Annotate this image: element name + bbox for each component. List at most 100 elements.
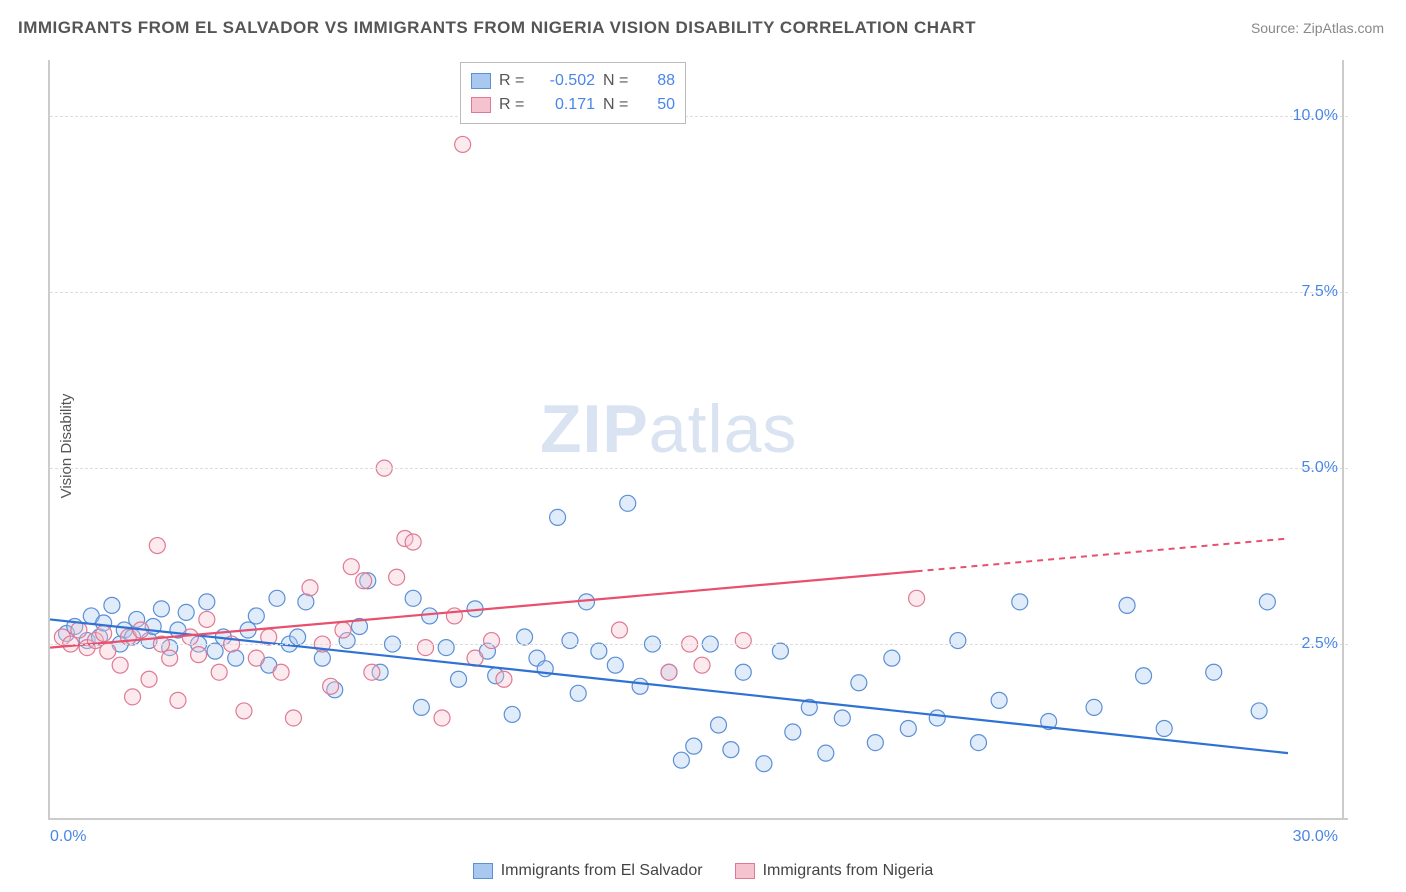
source-value: ZipAtlas.com bbox=[1303, 20, 1384, 36]
scatter-point bbox=[971, 735, 987, 751]
scatter-point bbox=[1259, 594, 1275, 610]
scatter-point bbox=[632, 678, 648, 694]
scatter-point bbox=[405, 534, 421, 550]
scatter-point bbox=[550, 509, 566, 525]
scatter-point bbox=[909, 590, 925, 606]
scatter-point bbox=[182, 629, 198, 645]
scatter-point bbox=[611, 622, 627, 638]
y-tick-label: 10.0% bbox=[1293, 107, 1338, 125]
scatter-point bbox=[950, 633, 966, 649]
scatter-point bbox=[100, 643, 116, 659]
scatter-point bbox=[446, 608, 462, 624]
r-label: R = bbox=[499, 72, 529, 90]
gridline bbox=[50, 292, 1348, 293]
legend-label: Immigrants from El Salvador bbox=[501, 862, 703, 880]
scatter-point bbox=[364, 664, 380, 680]
chart-title: IMMIGRANTS FROM EL SALVADOR VS IMMIGRANT… bbox=[18, 18, 976, 38]
scatter-point bbox=[1119, 597, 1135, 613]
scatter-point bbox=[607, 657, 623, 673]
correlation-stats-box: R =-0.502N =88R =0.171N =50 bbox=[460, 62, 686, 124]
scatter-point bbox=[735, 664, 751, 680]
scatter-point bbox=[673, 752, 689, 768]
right-axis bbox=[1342, 60, 1344, 820]
scatter-point bbox=[756, 756, 772, 772]
scatter-point bbox=[772, 643, 788, 659]
scatter-point bbox=[438, 640, 454, 656]
legend-label: Immigrants from Nigeria bbox=[763, 862, 934, 880]
scatter-point bbox=[248, 650, 264, 666]
scatter-point bbox=[455, 136, 471, 152]
scatter-point bbox=[723, 742, 739, 758]
scatter-point bbox=[405, 590, 421, 606]
scatter-point bbox=[517, 629, 533, 645]
scatter-point bbox=[694, 657, 710, 673]
source-label: Source: bbox=[1251, 20, 1299, 36]
scatter-point bbox=[389, 569, 405, 585]
scatter-point bbox=[1012, 594, 1028, 610]
scatter-point bbox=[818, 745, 834, 761]
scatter-point bbox=[884, 650, 900, 666]
n-value: 88 bbox=[641, 72, 675, 90]
y-tick-label: 2.5% bbox=[1302, 635, 1338, 653]
scatter-point bbox=[207, 643, 223, 659]
scatter-point bbox=[199, 594, 215, 610]
gridline bbox=[50, 116, 1348, 117]
source-attribution: Source: ZipAtlas.com bbox=[1251, 20, 1384, 36]
stats-row: R =-0.502N =88 bbox=[471, 69, 675, 93]
gridline bbox=[50, 644, 1348, 645]
scatter-point bbox=[199, 611, 215, 627]
scatter-point bbox=[661, 664, 677, 680]
scatter-point bbox=[900, 721, 916, 737]
scatter-point bbox=[570, 685, 586, 701]
y-tick-label: 5.0% bbox=[1302, 459, 1338, 477]
scatter-svg bbox=[50, 60, 1350, 820]
legend: Immigrants from El Salvador Immigrants fr… bbox=[0, 862, 1406, 880]
scatter-point bbox=[236, 703, 252, 719]
scatter-point bbox=[434, 710, 450, 726]
scatter-point bbox=[484, 633, 500, 649]
series-swatch bbox=[471, 97, 491, 113]
scatter-point bbox=[1136, 668, 1152, 684]
scatter-point bbox=[112, 657, 128, 673]
scatter-point bbox=[422, 608, 438, 624]
scatter-point bbox=[125, 689, 141, 705]
plot-area: ZIPatlas 2.5%5.0%7.5%10.0%0.0%30.0% bbox=[48, 60, 1348, 820]
scatter-point bbox=[620, 495, 636, 511]
scatter-point bbox=[71, 622, 87, 638]
scatter-point bbox=[735, 633, 751, 649]
r-value: -0.502 bbox=[537, 72, 595, 90]
y-tick-label: 7.5% bbox=[1302, 283, 1338, 301]
scatter-point bbox=[496, 671, 512, 687]
scatter-point bbox=[290, 629, 306, 645]
scatter-point bbox=[1086, 699, 1102, 715]
scatter-point bbox=[170, 692, 186, 708]
scatter-point bbox=[153, 601, 169, 617]
scatter-point bbox=[178, 604, 194, 620]
x-tick-label: 30.0% bbox=[1293, 828, 1338, 846]
scatter-point bbox=[785, 724, 801, 740]
scatter-point bbox=[562, 633, 578, 649]
trend-line bbox=[50, 619, 1288, 753]
scatter-point bbox=[104, 597, 120, 613]
scatter-point bbox=[298, 594, 314, 610]
legend-swatch bbox=[735, 863, 755, 879]
scatter-point bbox=[162, 650, 178, 666]
scatter-point bbox=[273, 664, 289, 680]
scatter-point bbox=[1206, 664, 1222, 680]
legend-item: Immigrants from Nigeria bbox=[735, 862, 934, 880]
n-value: 50 bbox=[641, 96, 675, 114]
scatter-point bbox=[991, 692, 1007, 708]
scatter-point bbox=[269, 590, 285, 606]
scatter-point bbox=[1251, 703, 1267, 719]
scatter-point bbox=[834, 710, 850, 726]
scatter-point bbox=[413, 699, 429, 715]
scatter-point bbox=[323, 678, 339, 694]
scatter-point bbox=[211, 664, 227, 680]
r-label: R = bbox=[499, 96, 529, 114]
scatter-point bbox=[356, 573, 372, 589]
scatter-point bbox=[591, 643, 607, 659]
scatter-point bbox=[335, 622, 351, 638]
scatter-point bbox=[343, 559, 359, 575]
trend-line-extrapolated bbox=[917, 539, 1288, 572]
scatter-point bbox=[228, 650, 244, 666]
